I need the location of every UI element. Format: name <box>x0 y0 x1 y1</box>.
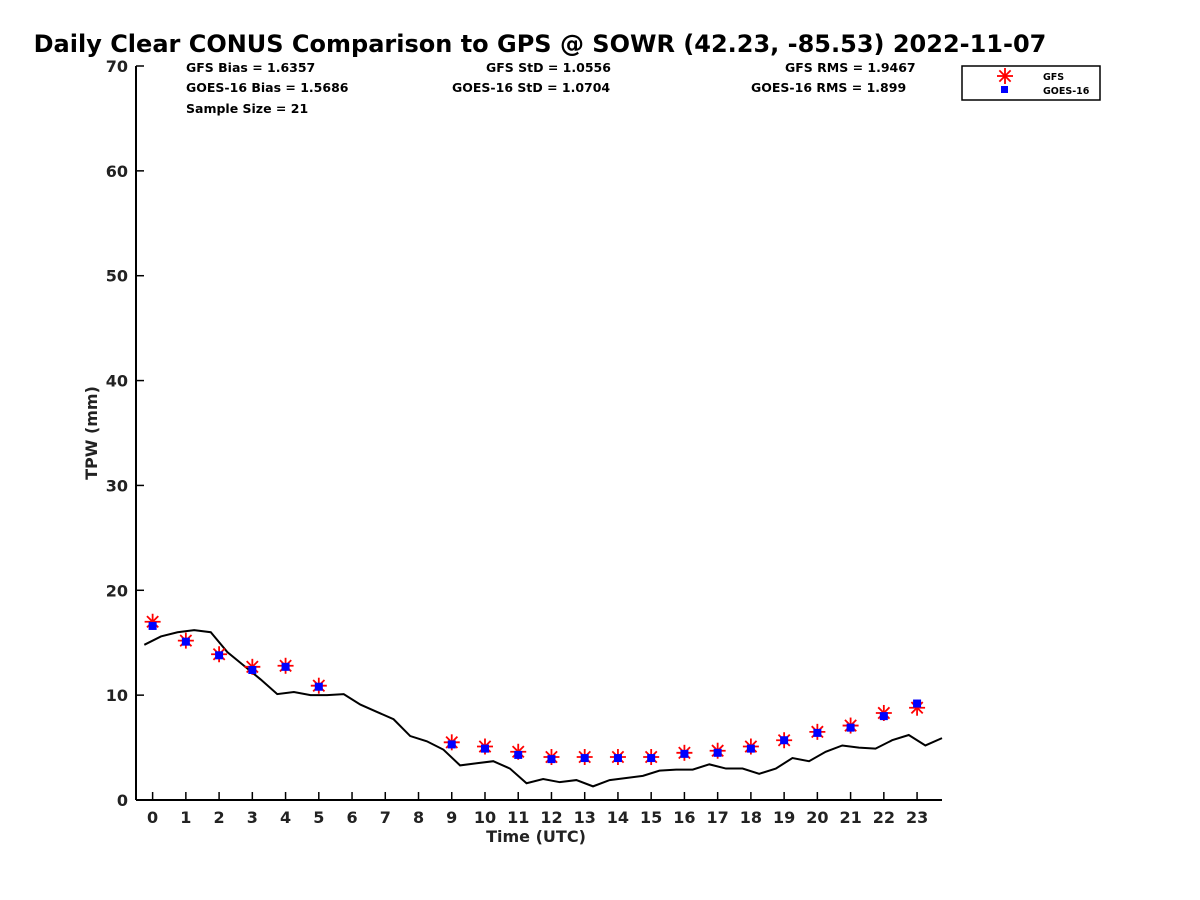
y-tick-label: 40 <box>106 372 128 391</box>
x-tick-label: 7 <box>380 808 391 827</box>
x-tick-label: 17 <box>707 808 729 827</box>
gfs-bias-stat: GFS Bias = 1.6357 <box>186 60 316 75</box>
goes-point <box>746 744 755 753</box>
goes-point <box>480 744 489 753</box>
x-tick-label: 2 <box>214 808 225 827</box>
x-axis-label: Time (UTC) <box>486 827 586 846</box>
x-tick-label: 9 <box>446 808 457 827</box>
legend-goes-marker <box>1001 86 1008 93</box>
x-tick-label: 8 <box>413 808 424 827</box>
goes-point <box>680 749 689 758</box>
x-tick-label: 22 <box>873 808 895 827</box>
gps-line <box>143 629 943 788</box>
gfs-series <box>144 613 926 766</box>
x-tick-label: 13 <box>574 808 596 827</box>
goes-bias-stat: GOES-16 Bias = 1.5686 <box>186 80 349 95</box>
goes-point <box>713 748 722 757</box>
x-tick-label: 10 <box>474 808 496 827</box>
x-tick-label: 20 <box>806 808 828 827</box>
gfs-rms-stat: GFS RMS = 1.9467 <box>785 60 916 75</box>
x-tick-label: 19 <box>773 808 795 827</box>
x-tick-label: 15 <box>640 808 662 827</box>
chart-title: Daily Clear CONUS Comparison to GPS @ SO… <box>33 30 1047 58</box>
legend-goes-label: GOES-16 <box>1043 86 1090 97</box>
x-tick-label: 0 <box>147 808 158 827</box>
y-tick-label: 20 <box>106 581 128 600</box>
goes-point <box>813 728 822 737</box>
x-tick-label: 16 <box>673 808 695 827</box>
x-tick-label: 1 <box>180 808 191 827</box>
x-tick-label: 21 <box>839 808 861 827</box>
x-tick-label: 18 <box>740 808 762 827</box>
goes-point <box>314 682 323 691</box>
gps-series <box>143 629 943 788</box>
y-tick-label: 60 <box>106 162 128 181</box>
y-tick-label: 30 <box>106 476 128 495</box>
goes-point <box>447 740 456 749</box>
legend-gfs-marker <box>997 68 1013 84</box>
y-tick-label: 0 <box>117 791 128 810</box>
x-tick-label: 6 <box>346 808 357 827</box>
gfs-std-stat: GFS StD = 1.0556 <box>486 60 611 75</box>
goes-point <box>215 651 224 660</box>
goes-point <box>248 665 257 674</box>
goes-series <box>148 621 922 764</box>
goes-point <box>913 699 922 708</box>
goes-point <box>148 621 157 630</box>
y-tick-label: 70 <box>106 57 128 76</box>
y-axis-label: TPW (mm) <box>82 386 101 480</box>
x-tick-label: 3 <box>247 808 258 827</box>
goes-point <box>879 712 888 721</box>
x-tick-label: 23 <box>906 808 928 827</box>
goes-point <box>181 637 190 646</box>
goes-point <box>514 750 523 759</box>
goes-point <box>613 754 622 763</box>
x-tick-label: 14 <box>607 808 629 827</box>
goes-point <box>547 755 556 764</box>
goes-point <box>846 723 855 732</box>
goes-point <box>780 736 789 745</box>
x-tick-label: 4 <box>280 808 291 827</box>
y-tick-label: 10 <box>106 686 128 705</box>
x-tick-label: 12 <box>540 808 562 827</box>
x-tick-label: 11 <box>507 808 529 827</box>
legend: GFS GOES-16 <box>961 65 1101 101</box>
sample-size-stat: Sample Size = 21 <box>186 101 309 116</box>
legend-gfs-asterisk <box>997 68 1013 84</box>
goes-std-stat: GOES-16 StD = 1.0704 <box>452 80 611 95</box>
y-tick-label: 50 <box>106 267 128 286</box>
legend-gfs-label: GFS <box>1043 72 1064 83</box>
goes-point <box>580 754 589 763</box>
goes-rms-stat: GOES-16 RMS = 1.899 <box>751 80 907 95</box>
x-tick-label: 5 <box>313 808 324 827</box>
goes-point <box>281 662 290 671</box>
legend-box <box>961 65 1101 101</box>
goes-point <box>647 754 656 763</box>
